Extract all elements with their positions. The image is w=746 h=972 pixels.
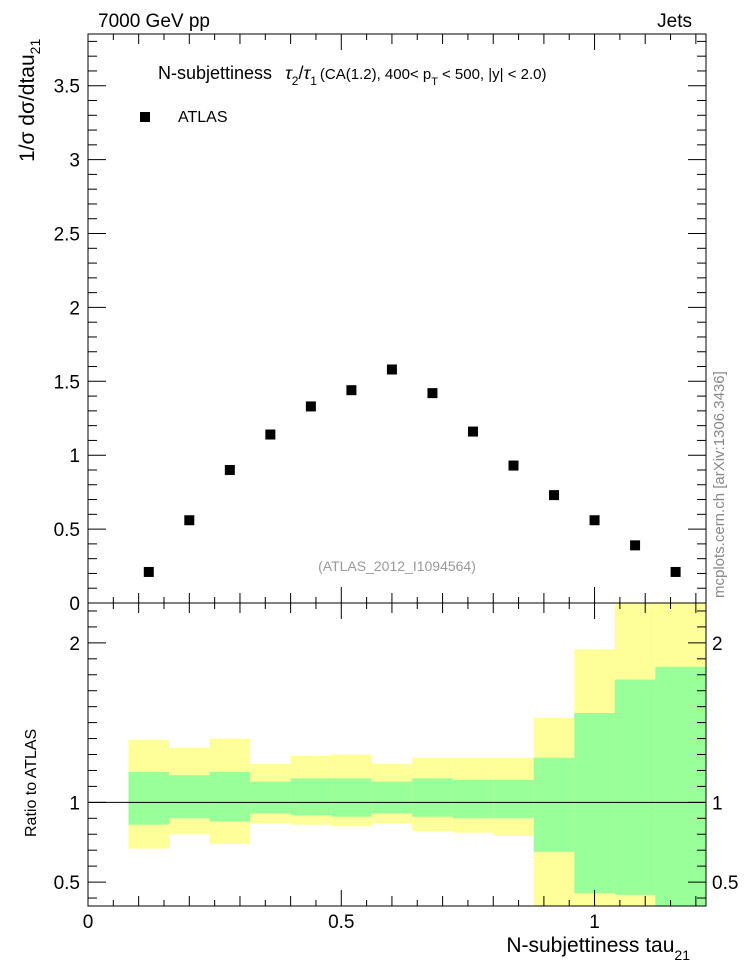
legend-marker-atlas [140, 112, 150, 122]
ratio-band-inner [493, 780, 534, 819]
data-point [184, 515, 195, 526]
ratio-band-inner [533, 757, 575, 852]
ratio-x-ticks [87, 603, 697, 906]
ratio-panel: 0.5 0.5 1 1 2 2 Ratio to ATLAS [23, 602, 738, 907]
data-point [670, 566, 681, 577]
data-points [143, 364, 681, 577]
y-tick-label: 2 [69, 298, 80, 319]
data-point [386, 364, 397, 375]
ratio-y-tick-label-right: 2 [712, 634, 723, 655]
ratio-bands [128, 603, 706, 906]
y-tick-label: 0 [69, 594, 80, 615]
y-tick-label: 1 [69, 446, 80, 467]
ratio-band-inner [452, 780, 494, 819]
data-point [467, 426, 478, 437]
ratio-band-inner [614, 679, 656, 895]
ratio-band-inner [371, 781, 413, 814]
ratio-y-tick-label: 1 [69, 793, 80, 814]
ratio-band-inner [331, 778, 372, 817]
legend-label-atlas: ATLAS [178, 109, 228, 126]
data-point [508, 460, 519, 471]
x-tick-label: 1 [589, 912, 600, 933]
data-point [427, 388, 438, 399]
ratio-y-tick-label-right: 0.5 [712, 873, 738, 894]
data-point [630, 540, 641, 551]
ratio-band-inner [128, 772, 170, 825]
main-x-ticks [87, 34, 697, 603]
ratio-band-inner [250, 781, 291, 814]
data-point [346, 385, 357, 396]
data-point [224, 464, 235, 475]
analysis-watermark: (ATLAS_2012_I1094564) [318, 558, 476, 574]
data-point [265, 429, 276, 440]
main-y-ticks: 0 0.5 1 1.5 2 2.5 3 3.5 [54, 40, 706, 615]
ratio-band-inner [412, 778, 453, 817]
x-tick-label: 0 [83, 912, 94, 933]
y-axis-title: 1/σ dσ/dtau21 [16, 39, 43, 162]
ratio-y-tick-label: 2 [69, 634, 80, 655]
x-tick-label: 0.5 [328, 912, 354, 933]
x-axis-title: N-subjettiness tau21 [506, 934, 690, 963]
ratio-band-inner [290, 778, 332, 816]
ratio-band-inner [169, 775, 210, 819]
ratio-band-inner [209, 772, 251, 822]
y-tick-label: 0.5 [54, 520, 80, 541]
data-point [549, 490, 560, 501]
x-tick-labels: 0 0.5 1 [83, 912, 600, 933]
ratio-y-tick-label-right: 1 [712, 793, 723, 814]
ratio-y-tick-label: 0.5 [54, 873, 80, 894]
data-point [305, 401, 316, 412]
ratio-y-axis-title: Ratio to ATLAS [23, 729, 40, 837]
data-point [143, 566, 154, 577]
y-tick-label: 3 [69, 151, 80, 172]
y-tick-label: 2.5 [54, 225, 80, 246]
header-left-label: 7000 GeV pp [98, 11, 210, 32]
side-label: mcplots.cern.ch [arXiv:1306.3436] [711, 371, 728, 598]
plot-title: N-subjettiness τ2/τ1 (CA(1.2), 400< pT < 5… [158, 63, 547, 88]
main-panel: 0 0.5 1 1.5 2 2.5 3 3.5 N-subjettiness τ2/τ1 (CA… [16, 33, 707, 615]
ratio-y-ticks: 0.5 0.5 1 1 2 2 [54, 610, 738, 899]
data-point [589, 515, 600, 526]
header-right-label: Jets [657, 11, 692, 32]
y-tick-label: 3.5 [54, 77, 80, 98]
ratio-band-inner [574, 713, 615, 894]
y-tick-label: 1.5 [54, 372, 80, 393]
